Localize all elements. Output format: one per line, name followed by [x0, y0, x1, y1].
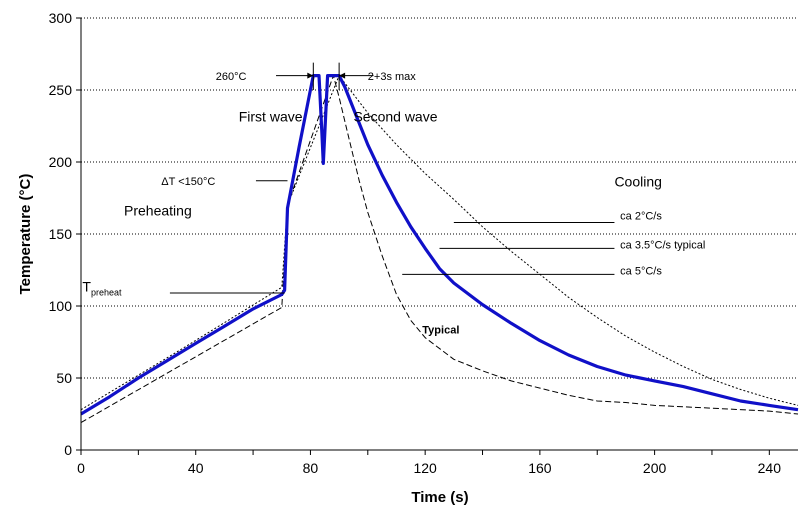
arrowhead: [339, 72, 346, 79]
series-line: [80, 74, 799, 416]
y-tick-label: 0: [64, 442, 72, 458]
chart-annotation: ca 5°C/s: [620, 265, 662, 277]
y-axis-title: Temperature (°C): [17, 174, 34, 295]
chart-annotation: ΔT <150°C: [161, 176, 215, 188]
x-tick-label: 120: [413, 460, 437, 476]
x-axis-title: Time (s): [411, 489, 468, 506]
y-tick-label: 100: [49, 298, 73, 314]
chart-annotation: ca 2°C/s: [620, 211, 662, 223]
x-tick-label: 200: [643, 460, 667, 476]
chart-annotation: First wave: [239, 109, 303, 125]
chart-annotation: 2+3s max: [368, 71, 416, 83]
arrowhead: [307, 72, 314, 79]
annotation-subscript: preheat: [91, 288, 122, 298]
x-tick-label: 40: [188, 460, 204, 476]
chart-annotation: Preheating: [124, 202, 192, 218]
chart-annotation: Typical: [422, 324, 459, 336]
x-tick-label: 160: [528, 460, 552, 476]
y-tick-label: 300: [49, 10, 73, 26]
x-tick-label: 0: [77, 460, 85, 476]
x-tick-label: 80: [303, 460, 319, 476]
y-tick-label: 200: [49, 154, 73, 170]
y-tick-label: 250: [49, 82, 73, 98]
y-tick-label: 150: [49, 226, 73, 242]
chart-annotation: ca 3.5°C/s typical: [620, 239, 705, 251]
series-line: [80, 75, 799, 411]
chart-annotation: 260°C: [216, 71, 247, 83]
x-tick-label: 240: [758, 460, 782, 476]
chart-annotation: Cooling: [614, 173, 661, 189]
series-line: [80, 75, 799, 424]
y-tick-label: 50: [56, 370, 72, 386]
chart-annotation: Second wave: [353, 109, 437, 125]
